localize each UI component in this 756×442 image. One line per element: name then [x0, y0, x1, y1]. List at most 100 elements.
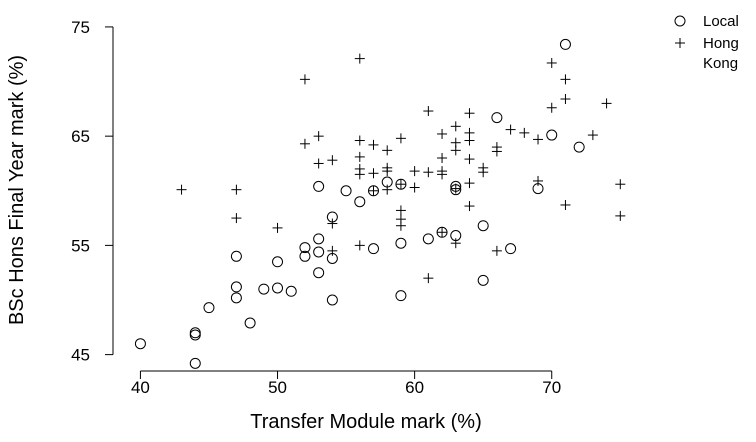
data-point-hong-kong: [560, 94, 571, 105]
data-point-hong-kong: [231, 213, 242, 224]
data-point-hong-kong: [615, 179, 626, 190]
data-point-hong-kong: [313, 158, 324, 169]
data-point-hong-kong: [437, 227, 448, 238]
data-point-local: [546, 129, 558, 141]
data-point-local: [258, 283, 270, 295]
legend-label: Kong: [703, 55, 738, 72]
data-point-local: [230, 292, 242, 304]
data-point-hong-kong: [464, 127, 475, 138]
data-point-local: [299, 250, 311, 262]
data-point-hong-kong: [464, 154, 475, 165]
data-point-local: [313, 267, 325, 279]
data-point-hong-kong: [382, 184, 393, 195]
data-point-local: [272, 282, 284, 294]
x-tick-label: 40: [131, 378, 150, 397]
data-point-hong-kong: [395, 179, 406, 190]
legend: Local Hong Kong: [674, 13, 739, 72]
data-point-local: [422, 233, 434, 245]
y-tick-label: 65: [71, 127, 90, 146]
data-point-local: [505, 243, 517, 255]
data-point-hong-kong: [450, 238, 461, 249]
data-point-hong-kong: [299, 74, 310, 85]
data-point-hong-kong: [464, 108, 475, 119]
data-point-local: [203, 302, 215, 314]
x-tick-label: 70: [542, 378, 561, 397]
data-point-local: [477, 220, 489, 232]
data-point-hong-kong: [176, 184, 187, 195]
data-point-hong-kong: [533, 134, 544, 145]
x-axis-label: Transfer Module mark (%): [250, 411, 482, 433]
y-tick-label: 75: [71, 18, 90, 37]
series-local: [134, 38, 585, 369]
data-point-hong-kong: [423, 106, 434, 117]
y-tick-label: 55: [71, 236, 90, 255]
data-point-hong-kong: [450, 121, 461, 132]
data-point-hong-kong: [437, 166, 448, 177]
data-point-local: [395, 237, 407, 249]
data-point-hong-kong: [615, 210, 626, 221]
x-axis-ticks: 40 50 60 70: [131, 371, 561, 397]
x-tick-label: 50: [268, 378, 287, 397]
data-point-hong-kong: [546, 57, 557, 68]
legend-local-marker: [674, 15, 686, 27]
data-point-hong-kong: [560, 74, 571, 85]
legend-label: Hong: [703, 35, 739, 52]
data-point-hong-kong: [382, 145, 393, 156]
data-point-hong-kong: [327, 245, 338, 256]
data-point-local: [340, 185, 352, 197]
data-point-hong-kong: [354, 240, 365, 251]
data-point-local: [189, 357, 201, 369]
data-point-hong-kong: [423, 167, 434, 178]
data-point-local: [477, 274, 489, 286]
data-point-hong-kong: [368, 168, 379, 179]
data-point-hong-kong: [368, 185, 379, 196]
data-point-hong-kong: [382, 162, 393, 173]
data-point-hong-kong: [464, 201, 475, 212]
data-point-hong-kong: [437, 128, 448, 139]
data-point-hong-kong: [450, 137, 461, 148]
series-layer: [134, 38, 626, 369]
data-point-hong-kong: [437, 153, 448, 163]
data-point-local: [299, 242, 311, 254]
legend-label: Local: [703, 13, 739, 30]
data-point-local: [230, 250, 242, 262]
data-point-hong-kong: [505, 124, 516, 135]
data-point-hong-kong: [464, 178, 475, 189]
data-point-hong-kong: [450, 183, 461, 194]
series-hong-kong: [176, 53, 626, 284]
data-point-local: [230, 281, 242, 293]
data-point-hong-kong: [587, 130, 598, 141]
data-point-hong-kong: [327, 218, 338, 229]
data-point-local: [559, 38, 571, 50]
data-point-hong-kong: [299, 138, 310, 149]
data-point-hong-kong: [491, 142, 502, 153]
y-axis-ticks: 45 55 65 75: [71, 18, 113, 365]
data-point-hong-kong: [327, 155, 338, 166]
data-point-local: [313, 180, 325, 192]
data-point-local: [573, 141, 585, 153]
data-point-hong-kong: [368, 139, 379, 150]
data-point-hong-kong: [491, 245, 502, 256]
data-point-local: [189, 329, 201, 341]
data-point-local: [326, 294, 338, 306]
data-point-local: [368, 243, 379, 255]
data-point-local: [272, 256, 284, 268]
data-point-hong-kong: [560, 199, 571, 210]
plot-area: 40 50 60 70 45 55 65 75: [71, 18, 626, 397]
data-point-local: [189, 327, 201, 339]
data-point-hong-kong: [354, 151, 365, 162]
data-point-hong-kong: [395, 133, 406, 144]
data-point-hong-kong: [546, 102, 557, 113]
data-point-hong-kong: [354, 53, 365, 64]
data-point-local: [313, 246, 325, 258]
data-point-hong-kong: [231, 184, 242, 195]
data-point-hong-kong: [395, 205, 406, 216]
data-point-hong-kong: [354, 163, 365, 174]
x-tick-label: 60: [405, 378, 424, 397]
data-point-hong-kong: [272, 222, 283, 233]
data-point-hong-kong: [519, 127, 530, 138]
data-point-local: [491, 112, 503, 124]
data-point-local: [395, 290, 407, 302]
